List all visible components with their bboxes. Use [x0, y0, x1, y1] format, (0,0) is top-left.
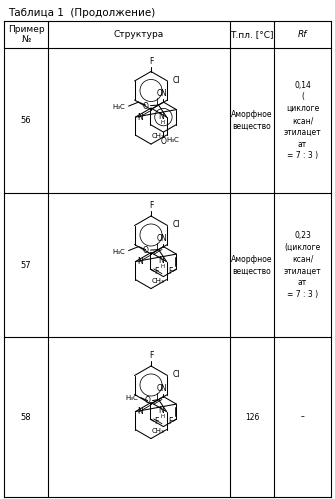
- Text: Аморфное
вещество: Аморфное вещество: [231, 254, 273, 275]
- Text: N: N: [159, 256, 164, 265]
- Text: N: N: [159, 112, 164, 121]
- Text: H: H: [160, 414, 164, 419]
- Text: O: O: [143, 102, 149, 111]
- Text: 126: 126: [245, 413, 259, 422]
- Text: H₃C: H₃C: [113, 104, 126, 110]
- Text: O: O: [157, 234, 162, 243]
- Text: N: N: [138, 407, 143, 416]
- Text: N: N: [138, 257, 143, 266]
- Text: F: F: [149, 201, 153, 210]
- Text: Cl: Cl: [173, 220, 180, 229]
- Text: N: N: [160, 234, 166, 243]
- Text: 56: 56: [21, 116, 31, 125]
- Text: CH₃: CH₃: [152, 277, 164, 283]
- Text: F: F: [168, 266, 173, 275]
- Text: Cl: Cl: [173, 370, 180, 379]
- Text: F: F: [154, 417, 159, 426]
- Text: 58: 58: [21, 413, 31, 422]
- Text: –: –: [300, 413, 305, 422]
- Text: Rf: Rf: [298, 30, 307, 39]
- Text: O: O: [160, 137, 166, 146]
- Text: Аморфное
вещество: Аморфное вещество: [231, 110, 273, 131]
- Text: CH₃: CH₃: [152, 428, 164, 434]
- Text: F: F: [149, 351, 153, 360]
- Text: H₃C: H₃C: [126, 395, 139, 401]
- Text: F: F: [149, 56, 153, 65]
- Text: 57: 57: [21, 260, 31, 269]
- Text: Cl: Cl: [173, 75, 180, 84]
- Text: Структура: Структура: [114, 30, 164, 39]
- Text: 0,14
(
циклоге
ксан/
этилацет
ат
= 7 : 3 ): 0,14 ( циклоге ксан/ этилацет ат = 7 : 3…: [284, 81, 321, 160]
- Text: N: N: [160, 384, 166, 393]
- Text: H₃C: H₃C: [166, 137, 179, 143]
- Text: H: H: [160, 264, 164, 269]
- Text: H₃C: H₃C: [113, 249, 126, 254]
- Text: F: F: [168, 417, 173, 426]
- Text: O: O: [145, 396, 151, 405]
- Text: N: N: [138, 113, 143, 122]
- Text: O: O: [157, 89, 162, 98]
- Text: 0,23
(циклоге
ксан/
этилацет
ат
= 7 : 3 ): 0,23 (циклоге ксан/ этилацет ат = 7 : 3 …: [284, 231, 321, 299]
- Text: O: O: [143, 246, 149, 255]
- Text: H: H: [160, 120, 164, 125]
- Text: F: F: [154, 266, 159, 275]
- Text: O: O: [157, 384, 162, 393]
- Text: CH₃: CH₃: [152, 133, 164, 139]
- Text: N: N: [160, 89, 166, 98]
- Text: Т.пл. [°C]: Т.пл. [°C]: [230, 30, 274, 39]
- Text: N: N: [159, 406, 164, 415]
- Text: Пример
№: Пример №: [8, 25, 44, 44]
- Text: Таблица 1  (Продолжение): Таблица 1 (Продолжение): [8, 8, 155, 18]
